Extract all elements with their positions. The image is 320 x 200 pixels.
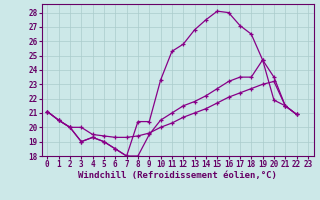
- X-axis label: Windchill (Refroidissement éolien,°C): Windchill (Refroidissement éolien,°C): [78, 171, 277, 180]
